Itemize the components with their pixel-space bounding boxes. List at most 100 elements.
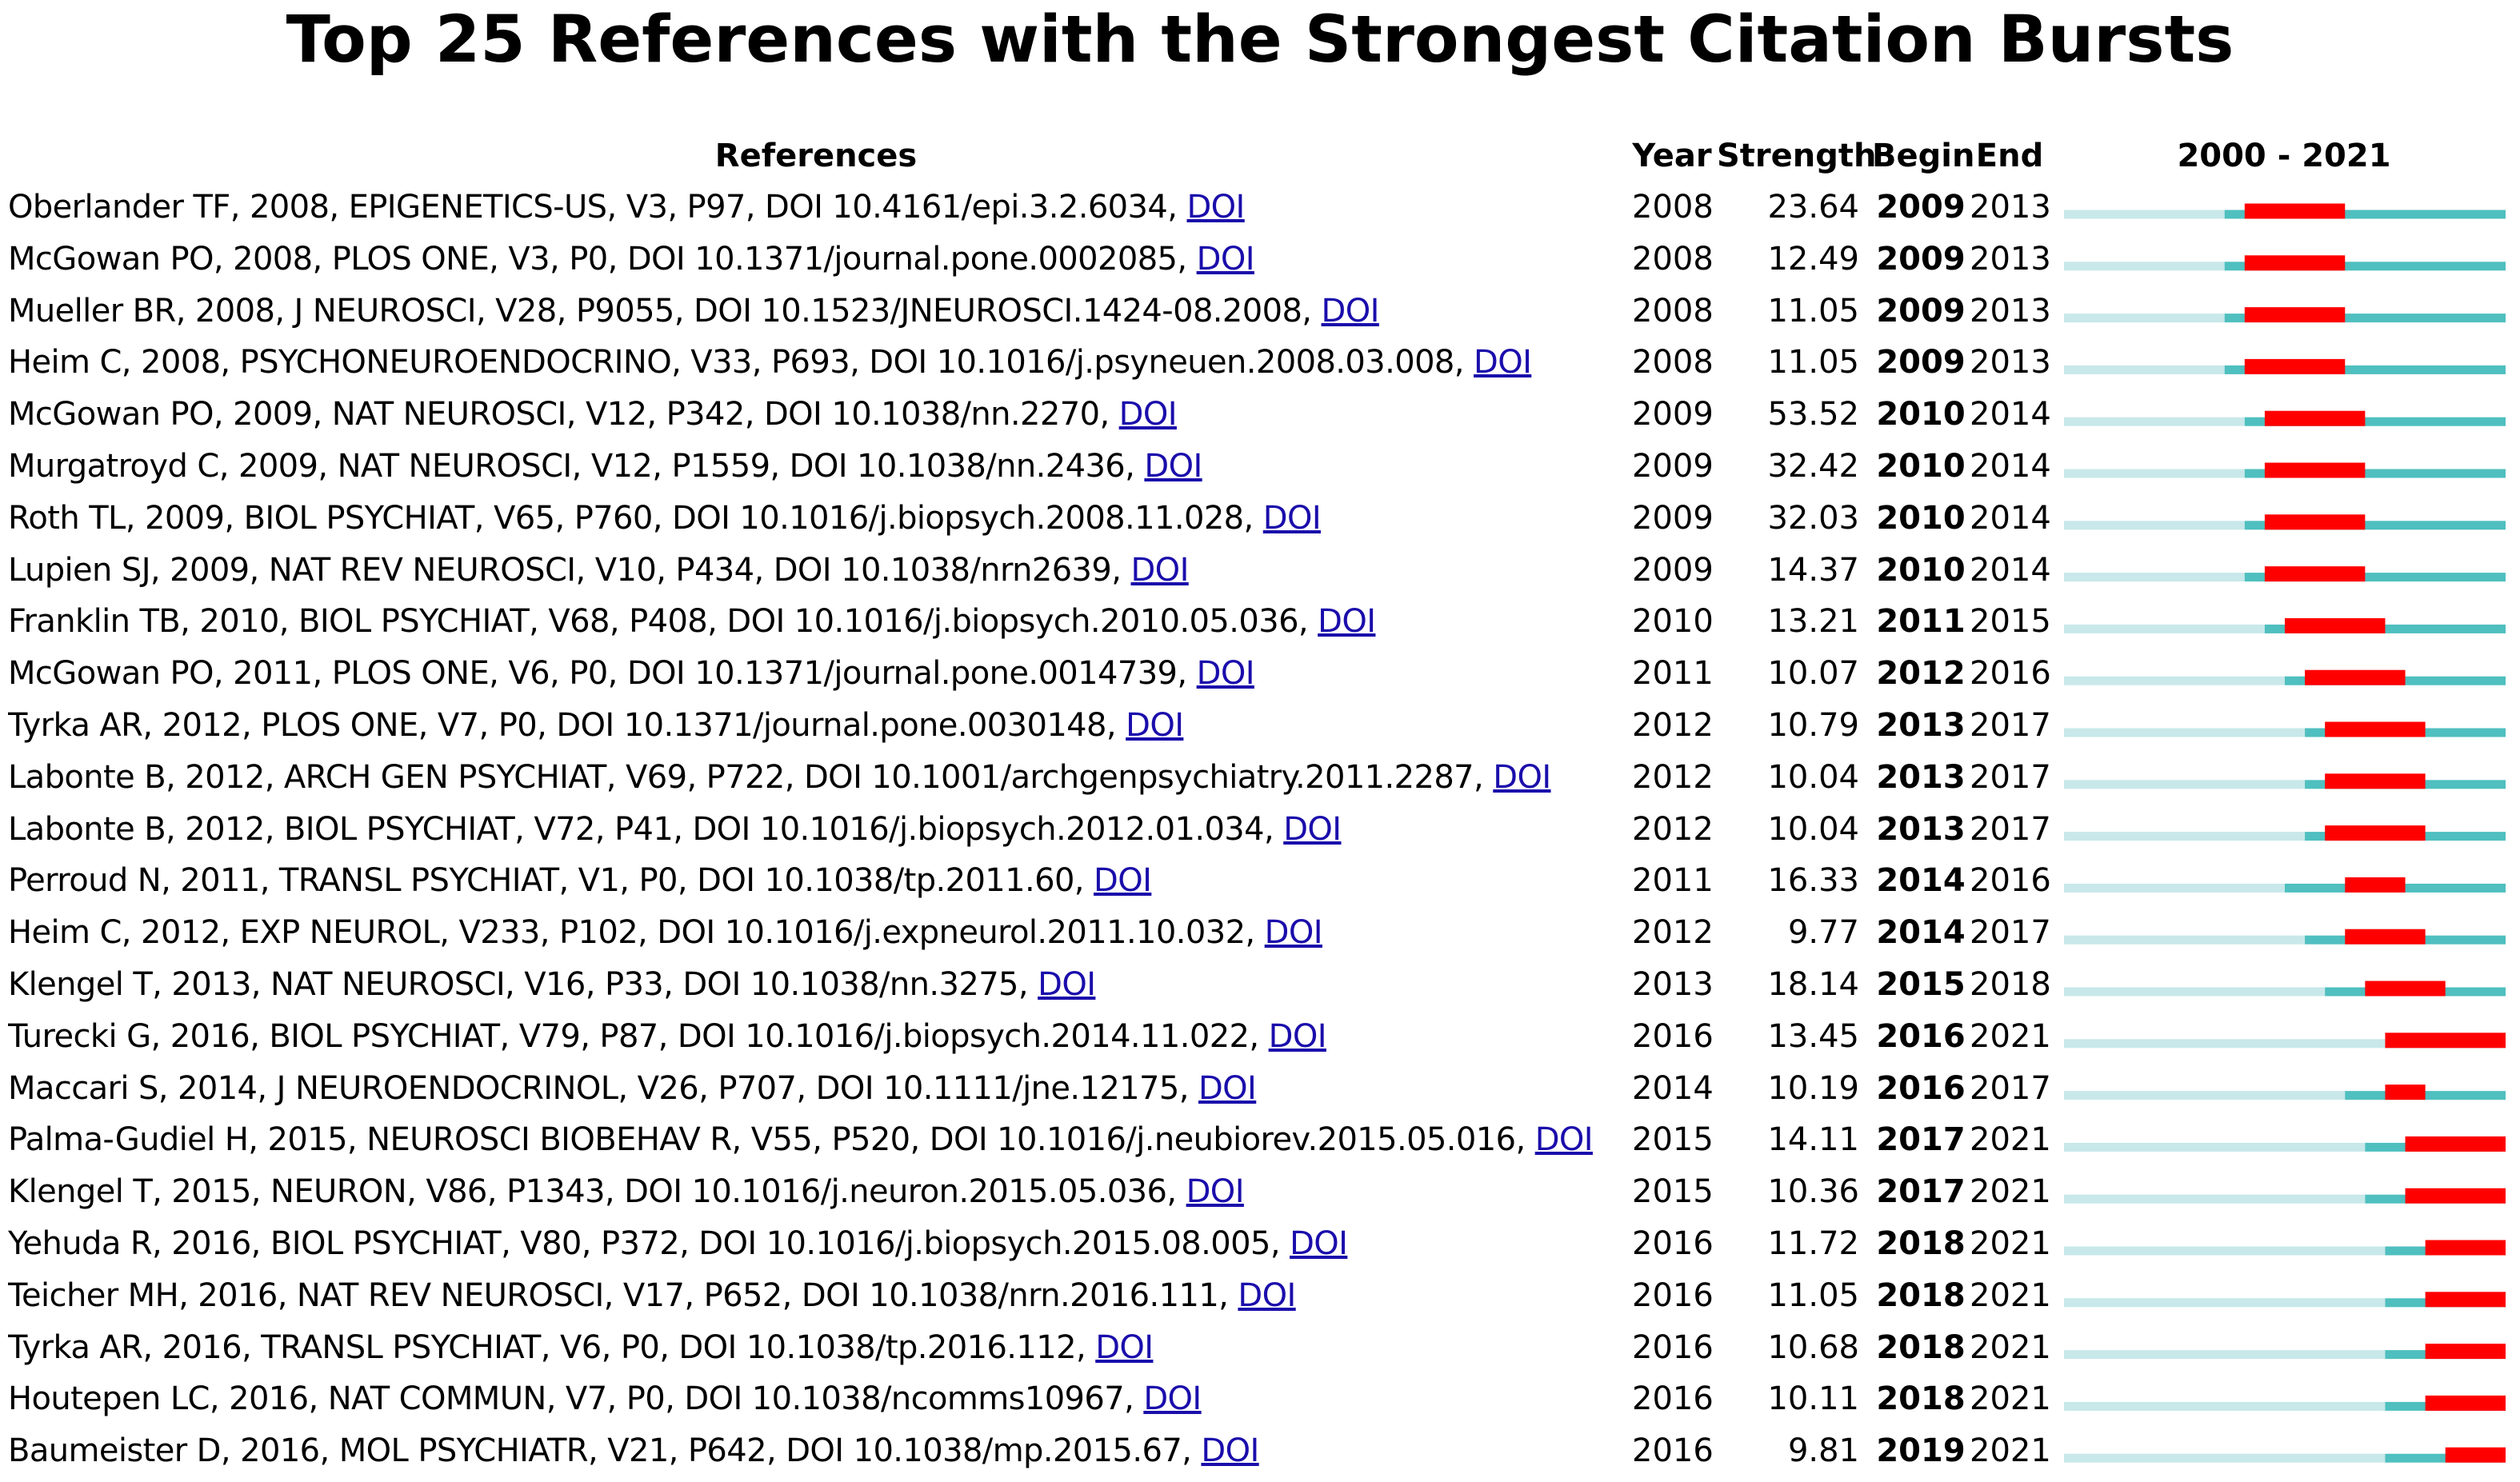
doi-link[interactable]: DOI xyxy=(1198,1069,1257,1107)
table-row: Klengel T, 2015, NEURON, V86, P1343, DOI… xyxy=(0,1166,2520,1217)
table-row: McGowan PO, 2009, NAT NEUROSCI, V12, P34… xyxy=(0,389,2520,440)
strength-cell: 11.05 xyxy=(1767,344,1859,381)
table-row: Baumeister D, 2016, MOL PSYCHIATR, V21, … xyxy=(0,1425,2520,1476)
reference-text: Heim C, 2012, EXP NEUROL, V233, P102, DO… xyxy=(8,914,1265,952)
strength-cell: 13.45 xyxy=(1767,1017,1859,1055)
table-row: Roth TL, 2009, BIOL PSYCHIAT, V65, P760,… xyxy=(0,493,2520,544)
doi-link[interactable]: DOI xyxy=(1534,1121,1594,1159)
doi-link[interactable]: DOI xyxy=(1262,499,1322,537)
year-header: Year xyxy=(1632,138,1712,174)
doi-link[interactable]: DOI xyxy=(1290,1225,1348,1262)
doi-link[interactable]: DOI xyxy=(1186,1173,1245,1211)
strength-cell: 23.64 xyxy=(1767,189,1859,226)
year-cell: 2016 xyxy=(1632,1276,1714,1314)
reference-text: McGowan PO, 2008, PLOS ONE, V3, P0, DOI … xyxy=(8,240,1197,278)
begin-cell: 2013 xyxy=(1876,810,1966,848)
doi-link[interactable]: DOI xyxy=(1118,396,1178,433)
table-row: Perroud N, 2011, TRANSL PSYCHIAT, V1, P0… xyxy=(0,855,2520,906)
reference-cell: Heim C, 2012, EXP NEUROL, V233, P102, DO… xyxy=(8,907,1624,958)
end-cell: 2014 xyxy=(1970,551,2051,589)
table-row: Labonte B, 2012, ARCH GEN PSYCHIAT, V69,… xyxy=(0,752,2520,803)
doi-link[interactable]: DOI xyxy=(1143,1380,1202,1418)
end-header: End xyxy=(1975,138,2044,174)
begin-cell: 2015 xyxy=(1876,966,1966,1003)
reference-cell: Maccari S, 2014, J NEUROENDOCRINOL, V26,… xyxy=(8,1063,1624,1114)
table-row: Palma-Gudiel H, 2015, NEUROSCI BIOBEHAV … xyxy=(0,1114,2520,1165)
begin-cell: 2010 xyxy=(1876,499,1966,537)
doi-link[interactable]: DOI xyxy=(1318,603,1376,641)
year-cell: 2015 xyxy=(1632,1121,1714,1159)
reference-text: Maccari S, 2014, J NEUROENDOCRINOL, V26,… xyxy=(8,1069,1198,1107)
begin-cell: 2011 xyxy=(1876,603,1966,641)
reference-text: Baumeister D, 2016, MOL PSYCHIATR, V21, … xyxy=(8,1432,1202,1470)
doi-link[interactable]: DOI xyxy=(1126,707,1184,744)
doi-link[interactable]: DOI xyxy=(1238,1276,1296,1314)
doi-link[interactable]: DOI xyxy=(1201,1432,1259,1470)
reference-text: McGowan PO, 2009, NAT NEUROSCI, V12, P34… xyxy=(8,396,1119,433)
reference-text: Labonte B, 2012, BIOL PSYCHIAT, V72, P41… xyxy=(8,810,1284,848)
table-row: Tyrka AR, 2012, PLOS ONE, V7, P0, DOI 10… xyxy=(0,700,2520,751)
strength-cell: 10.04 xyxy=(1767,810,1859,848)
begin-cell: 2010 xyxy=(1876,396,1966,433)
year-cell: 2011 xyxy=(1632,862,1714,900)
reference-text: McGowan PO, 2011, PLOS ONE, V6, P0, DOI … xyxy=(8,655,1197,693)
doi-link[interactable]: DOI xyxy=(1094,862,1152,900)
reference-text: Mueller BR, 2008, J NEUROSCI, V28, P9055… xyxy=(8,292,1322,330)
doi-link[interactable]: DOI xyxy=(1196,240,1255,278)
strength-cell: 18.14 xyxy=(1767,966,1859,1003)
reference-cell: Lupien SJ, 2009, NAT REV NEUROSCI, V10, … xyxy=(8,545,1624,596)
doi-link[interactable]: DOI xyxy=(1130,551,1189,589)
year-cell: 2009 xyxy=(1632,551,1714,589)
reference-cell: Tyrka AR, 2012, PLOS ONE, V7, P0, DOI 10… xyxy=(8,700,1624,751)
reference-cell: Labonte B, 2012, ARCH GEN PSYCHIAT, V69,… xyxy=(8,752,1624,803)
doi-link[interactable]: DOI xyxy=(1264,914,1323,952)
end-cell: 2021 xyxy=(1970,1173,2051,1211)
strength-cell: 9.81 xyxy=(1787,1432,1859,1470)
year-cell: 2008 xyxy=(1632,344,1714,381)
table-row: Maccari S, 2014, J NEUROENDOCRINOL, V26,… xyxy=(0,1063,2520,1114)
strength-cell: 11.05 xyxy=(1767,1276,1859,1314)
end-cell: 2021 xyxy=(1970,1225,2051,1262)
table-row: Yehuda R, 2016, BIOL PSYCHIAT, V80, P372… xyxy=(0,1218,2520,1269)
reference-text: Palma-Gudiel H, 2015, NEUROSCI BIOBEHAV … xyxy=(8,1121,1535,1159)
reference-text: Klengel T, 2013, NAT NEUROSCI, V16, P33,… xyxy=(8,966,1038,1003)
doi-link[interactable]: DOI xyxy=(1493,758,1551,796)
reference-text: Teicher MH, 2016, NAT REV NEUROSCI, V17,… xyxy=(8,1276,1238,1314)
doi-link[interactable]: DOI xyxy=(1196,655,1255,693)
doi-link[interactable]: DOI xyxy=(1038,966,1096,1003)
end-cell: 2021 xyxy=(1970,1121,2051,1159)
reference-cell: Baumeister D, 2016, MOL PSYCHIATR, V21, … xyxy=(8,1425,1624,1476)
end-cell: 2021 xyxy=(1970,1276,2051,1314)
doi-link[interactable]: DOI xyxy=(1321,292,1380,330)
reference-cell: Tyrka AR, 2016, TRANSL PSYCHIAT, V6, P0,… xyxy=(8,1322,1624,1373)
reference-cell: McGowan PO, 2011, PLOS ONE, V6, P0, DOI … xyxy=(8,648,1624,699)
reference-text: Perroud N, 2011, TRANSL PSYCHIAT, V1, P0… xyxy=(8,862,1094,900)
doi-link[interactable]: DOI xyxy=(1144,448,1202,485)
table-row: Lupien SJ, 2009, NAT REV NEUROSCI, V10, … xyxy=(0,545,2520,596)
reference-cell: Roth TL, 2009, BIOL PSYCHIAT, V65, P760,… xyxy=(8,493,1624,544)
doi-link[interactable]: DOI xyxy=(1474,344,1532,381)
reference-cell: Oberlander TF, 2008, EPIGENETICS-US, V3,… xyxy=(8,182,1624,233)
end-cell: 2014 xyxy=(1970,499,2051,537)
doi-link[interactable]: DOI xyxy=(1268,1017,1327,1055)
strength-cell: 10.79 xyxy=(1767,707,1859,744)
references-header: References xyxy=(714,138,918,174)
begin-cell: 2009 xyxy=(1876,240,1966,278)
reference-text: Heim C, 2008, PSYCHONEUROENDOCRINO, V33,… xyxy=(8,344,1474,381)
year-cell: 2013 xyxy=(1632,966,1714,1003)
year-cell: 2008 xyxy=(1632,292,1714,330)
begin-cell: 2009 xyxy=(1876,344,1966,381)
year-cell: 2012 xyxy=(1632,810,1714,848)
strength-cell: 11.05 xyxy=(1767,292,1859,330)
doi-link[interactable]: DOI xyxy=(1186,189,1245,226)
end-cell: 2013 xyxy=(1970,189,2051,226)
doi-link[interactable]: DOI xyxy=(1283,810,1342,848)
doi-link[interactable]: DOI xyxy=(1095,1328,1154,1366)
reference-cell: Heim C, 2008, PSYCHONEUROENDOCRINO, V33,… xyxy=(8,337,1624,388)
reference-cell: Palma-Gudiel H, 2015, NEUROSCI BIOBEHAV … xyxy=(8,1114,1624,1165)
reference-text: Roth TL, 2009, BIOL PSYCHIAT, V65, P760,… xyxy=(8,499,1263,537)
year-cell: 2008 xyxy=(1632,240,1714,278)
reference-text: Lupien SJ, 2009, NAT REV NEUROSCI, V10, … xyxy=(8,551,1131,589)
reference-text: Oberlander TF, 2008, EPIGENETICS-US, V3,… xyxy=(8,189,1187,226)
begin-cell: 2009 xyxy=(1876,292,1966,330)
